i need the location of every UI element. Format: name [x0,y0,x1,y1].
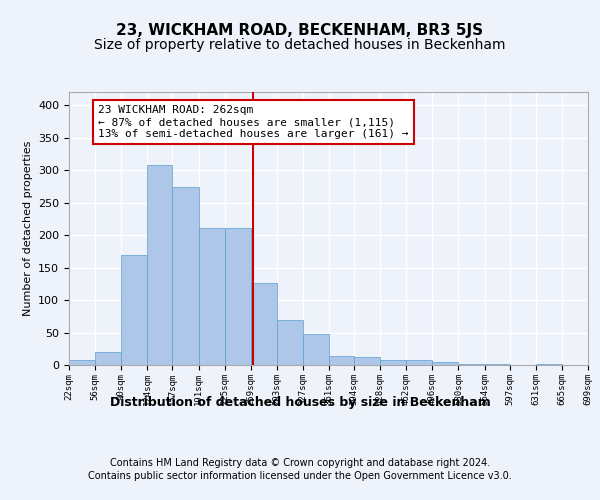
Bar [95,352,121,365]
Bar [329,356,354,365]
Bar [536,364,562,365]
Bar [277,320,303,365]
Text: Contains public sector information licensed under the Open Government Licence v3: Contains public sector information licen… [88,471,512,481]
Bar [433,362,458,365]
Text: 23, WICKHAM ROAD, BECKENHAM, BR3 5JS: 23, WICKHAM ROAD, BECKENHAM, BR3 5JS [116,22,484,38]
Bar [588,362,600,365]
Text: 23 WICKHAM ROAD: 262sqm
← 87% of detached houses are smaller (1,115)
13% of semi: 23 WICKHAM ROAD: 262sqm ← 87% of detache… [98,106,409,138]
Bar [485,364,510,365]
Bar [251,282,277,365]
Bar [406,360,433,365]
Bar [458,364,485,365]
Bar [121,254,147,365]
Bar [380,360,406,365]
Bar [199,228,224,365]
Y-axis label: Number of detached properties: Number of detached properties [23,141,32,316]
Bar [172,186,199,365]
Bar [303,334,329,365]
Bar [354,357,380,365]
Text: Size of property relative to detached houses in Beckenham: Size of property relative to detached ho… [94,38,506,52]
Bar [147,165,172,365]
Bar [69,360,95,365]
Text: Contains HM Land Registry data © Crown copyright and database right 2024.: Contains HM Land Registry data © Crown c… [110,458,490,468]
Bar [224,228,251,365]
Text: Distribution of detached houses by size in Beckenham: Distribution of detached houses by size … [110,396,490,409]
